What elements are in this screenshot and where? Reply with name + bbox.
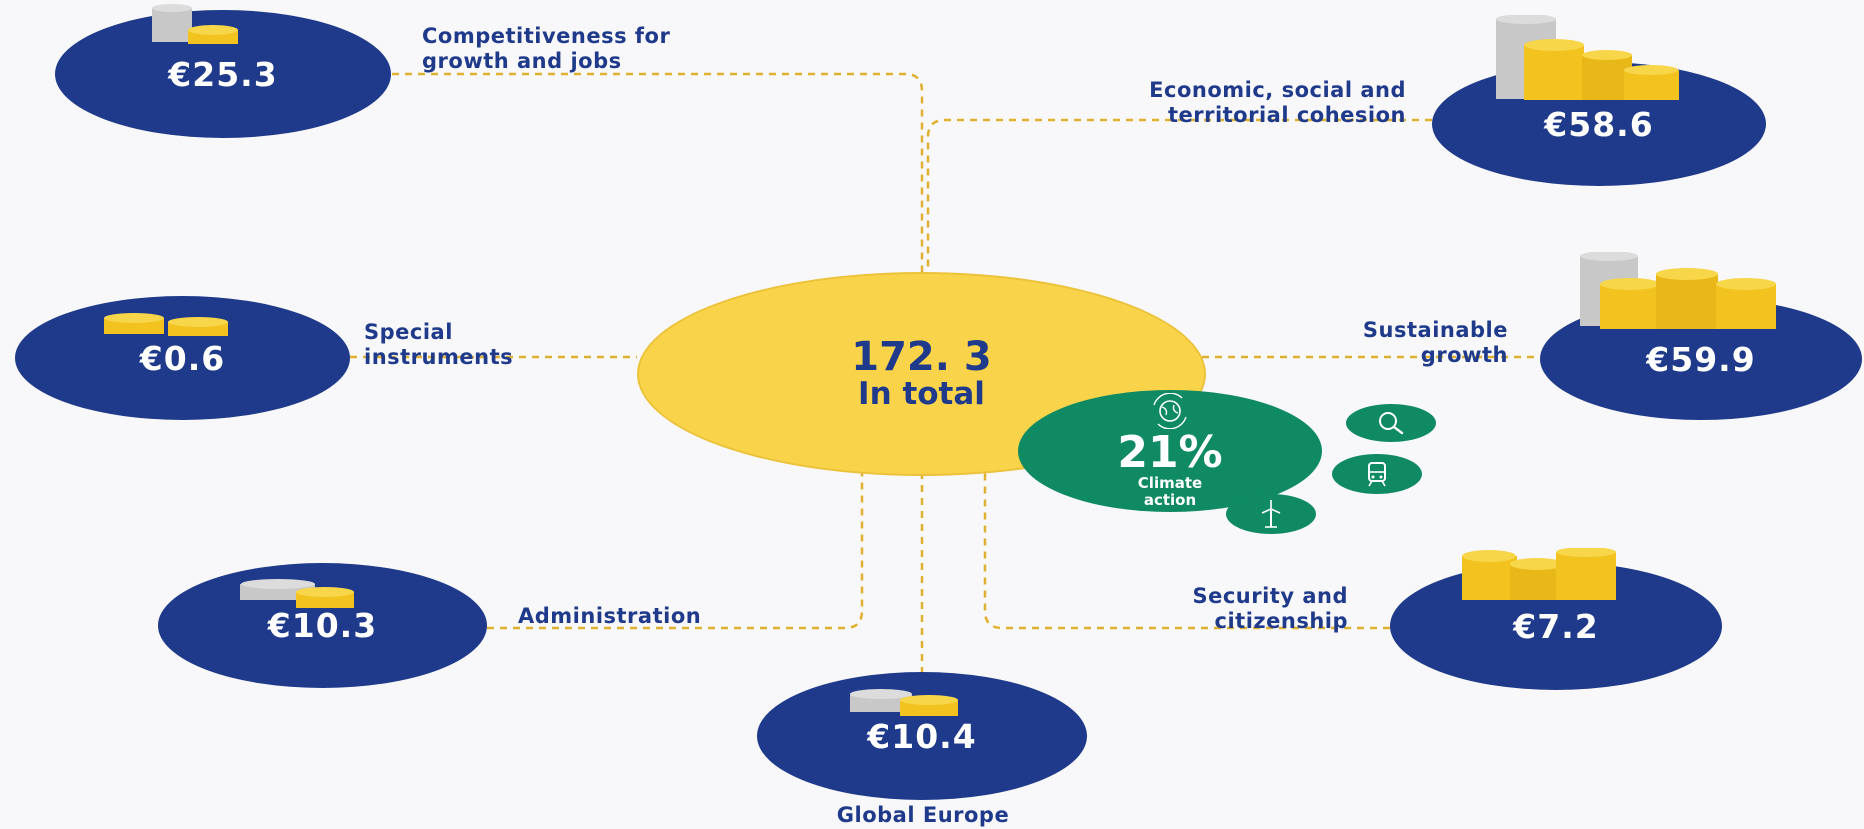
amount-competitiveness: €25.3 [168,54,278,94]
globe-recycle-icon [1153,393,1187,429]
amount-sustainable-growth: €59.9 [1646,339,1756,379]
coin-stack-icon [152,4,238,44]
amount-special-instruments: €0.6 [139,338,226,378]
train-icon [1368,462,1386,487]
magnifier-icon [1379,412,1404,435]
climate-action-circle: 21% Climate action [1018,390,1322,512]
wind-turbine-bubble [1226,494,1316,534]
coin-stack-icon [1496,15,1679,100]
amount-circle-special-instruments: €0.6 [15,296,350,420]
coin-stack-icon [850,689,958,716]
amount-administration: €10.3 [267,606,378,645]
amount-circle-global-europe: €10.4 [757,672,1087,800]
total-value: 172. 3 [851,334,992,380]
amount-security: €7.2 [1513,606,1599,646]
coin-stack-icon [1462,548,1616,600]
coin-stack-icon [104,313,228,336]
total-label: In total [858,376,985,412]
wind-turbine-icon [1261,500,1281,528]
category-label-security: Security and citizenship [1192,584,1348,633]
category-label-sustainable-growth: Sustainable growth [1362,318,1508,367]
category-label-global-europe: Global Europe [836,803,1010,827]
coin-stack-icon [240,579,354,608]
train-bubble [1332,454,1422,494]
connector-competitiveness [392,72,924,272]
category-label-special-instruments: Special instruments [364,320,514,369]
amount-cohesion: €58.6 [1544,104,1654,144]
climate-label: Climate action [1137,474,1203,509]
amount-circle-administration: €10.3 [158,563,487,688]
coin-stack-icon [1580,252,1776,329]
category-label-competitiveness: Competitiveness for growth and jobs [422,24,671,73]
climate-percent: 21% [1117,427,1223,478]
magnifier-bubble [1346,404,1436,442]
connector-cohesion [926,118,1432,272]
amount-circle-security: €7.2 [1390,562,1722,690]
category-label-administration: Administration [518,604,702,628]
amount-global-europe: €10.4 [867,716,977,756]
category-label-cohesion: Economic, social and territorial cohesio… [1149,78,1406,127]
